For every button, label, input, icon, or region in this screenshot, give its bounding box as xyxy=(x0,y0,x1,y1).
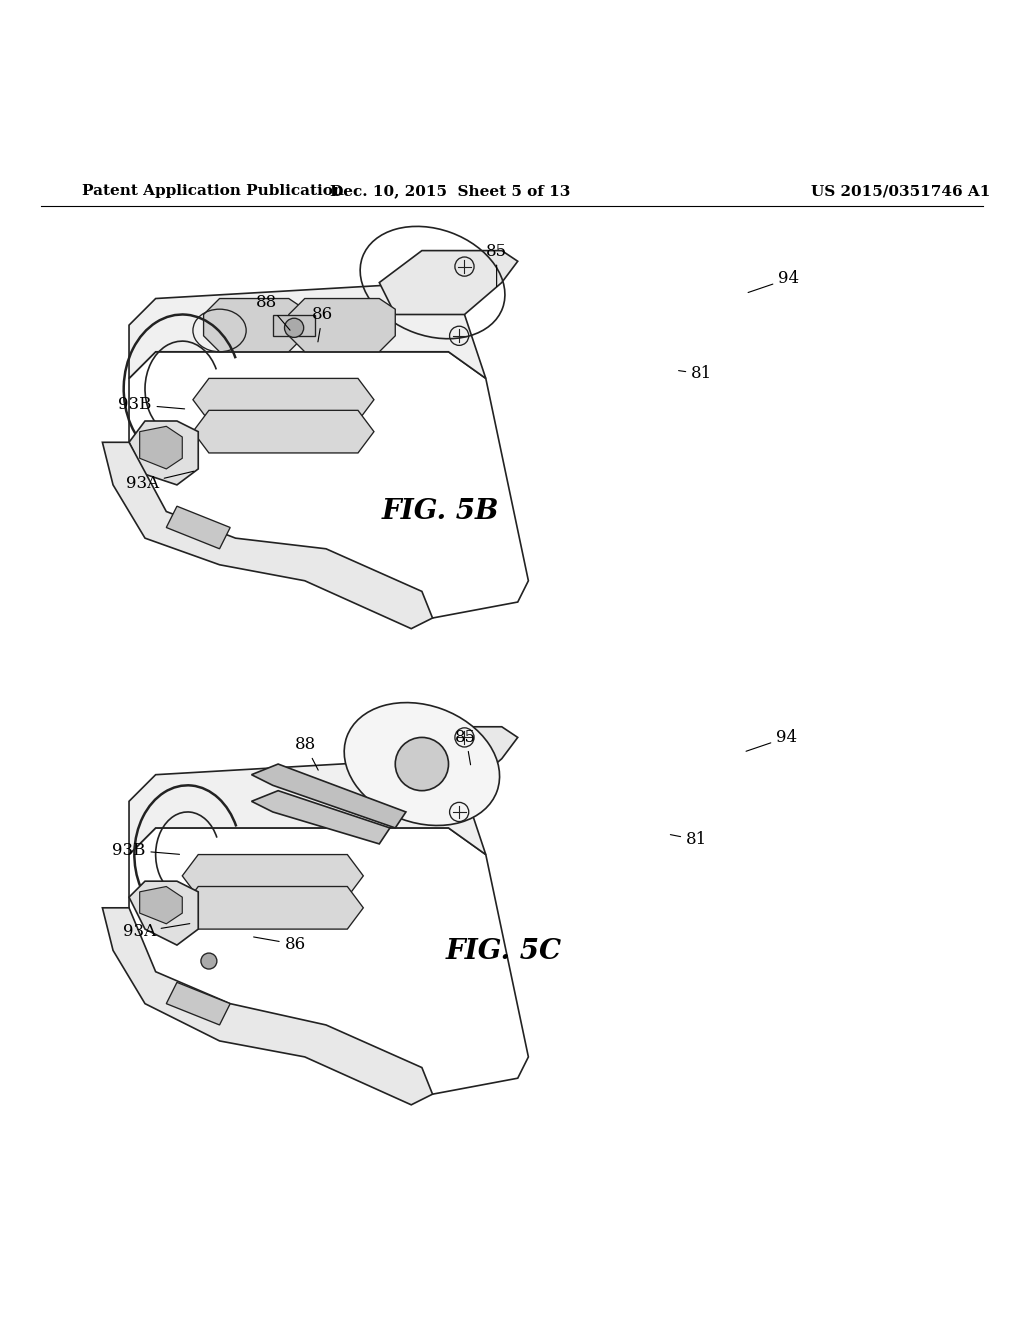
Text: 93A: 93A xyxy=(126,471,194,492)
Polygon shape xyxy=(129,282,485,379)
Polygon shape xyxy=(129,882,199,945)
Polygon shape xyxy=(252,764,406,828)
Text: Dec. 10, 2015  Sheet 5 of 13: Dec. 10, 2015 Sheet 5 of 13 xyxy=(331,183,570,198)
Polygon shape xyxy=(102,442,432,628)
Text: 93B: 93B xyxy=(118,396,184,413)
Text: FIG. 5B: FIG. 5B xyxy=(382,498,499,525)
Polygon shape xyxy=(166,982,230,1024)
Text: 93B: 93B xyxy=(112,842,179,858)
Polygon shape xyxy=(204,298,305,351)
Text: Patent Application Publication: Patent Application Publication xyxy=(82,183,344,198)
Polygon shape xyxy=(193,379,374,421)
Text: FIG. 5C: FIG. 5C xyxy=(445,939,561,965)
Polygon shape xyxy=(102,908,432,1105)
Polygon shape xyxy=(166,506,230,549)
Polygon shape xyxy=(379,251,518,314)
Ellipse shape xyxy=(344,702,500,825)
Text: 86: 86 xyxy=(254,936,306,953)
Text: 93A: 93A xyxy=(123,924,189,940)
Polygon shape xyxy=(129,421,199,484)
Polygon shape xyxy=(182,854,364,898)
Polygon shape xyxy=(139,426,182,469)
Text: 85: 85 xyxy=(486,243,507,286)
Text: 94: 94 xyxy=(749,271,800,293)
Polygon shape xyxy=(193,411,374,453)
Text: 81: 81 xyxy=(679,366,713,383)
Text: US 2015/0351746 A1: US 2015/0351746 A1 xyxy=(811,183,991,198)
Circle shape xyxy=(395,738,449,791)
Text: 88: 88 xyxy=(295,737,318,770)
Circle shape xyxy=(201,953,217,969)
Polygon shape xyxy=(252,791,390,843)
Polygon shape xyxy=(182,887,364,929)
Polygon shape xyxy=(139,887,182,924)
Polygon shape xyxy=(289,298,395,351)
Text: 86: 86 xyxy=(312,306,333,342)
Polygon shape xyxy=(272,314,315,335)
Polygon shape xyxy=(379,727,518,791)
Circle shape xyxy=(285,318,304,338)
Text: 85: 85 xyxy=(456,729,476,764)
Text: 94: 94 xyxy=(746,729,798,751)
Text: 81: 81 xyxy=(671,832,708,849)
Polygon shape xyxy=(129,759,485,854)
Text: 88: 88 xyxy=(256,294,290,330)
